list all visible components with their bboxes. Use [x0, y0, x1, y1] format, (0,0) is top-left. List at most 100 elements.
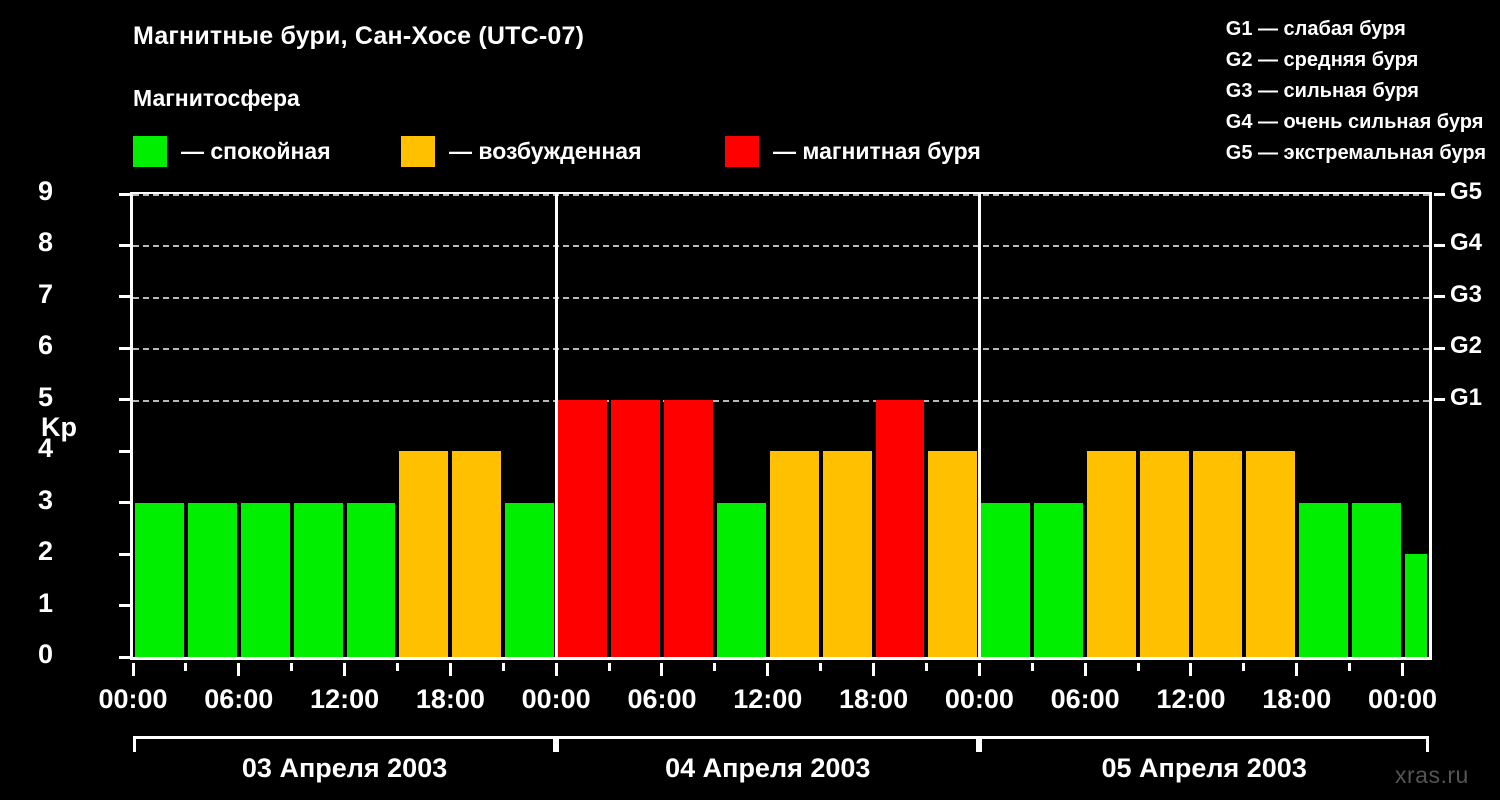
x-tick-label-11: 18:00 — [1262, 684, 1332, 714]
gridline-kp-8 — [133, 245, 1429, 248]
bar-calm-0[interactable] — [135, 502, 184, 657]
x-tick-label-12: 00:00 — [1368, 684, 1438, 714]
y-tick-8 — [119, 243, 130, 247]
x-tick-label-0: 00:00 — [98, 684, 168, 714]
x-tick-label-8: 00:00 — [944, 684, 1014, 714]
y-tick-0 — [119, 655, 130, 659]
x-tick-label-6: 12:00 — [733, 684, 803, 714]
gridline-kp-9 — [133, 194, 1429, 196]
g-scale-row-g1: G1 — слабая буря — [1225, 18, 1406, 40]
y-tick-4 — [119, 449, 130, 453]
g-tick-G3 — [1434, 295, 1445, 299]
bar-calm-7[interactable] — [505, 502, 555, 657]
day-caption-2: 04 Апреля 2003 — [665, 753, 871, 783]
day-bracket-2 — [556, 736, 980, 752]
x-tick-16 — [977, 663, 981, 676]
x-tick-14 — [872, 663, 876, 676]
y-tick-label-7: 7 — [37, 278, 53, 309]
bar-calm-11[interactable] — [716, 502, 766, 657]
bar-storm-8[interactable] — [558, 399, 608, 657]
x-tick-label-2: 12:00 — [310, 684, 380, 714]
x-tick-11 — [713, 663, 717, 671]
legend-entry-unsettled: — возбужденная — [401, 133, 642, 169]
y-tick-3 — [119, 501, 130, 505]
bar-calm-23[interactable] — [1351, 502, 1401, 657]
day-bracket-3 — [979, 736, 1429, 752]
x-tick-label-3: 18:00 — [415, 684, 485, 714]
x-tick-17 — [1030, 663, 1034, 671]
y-tick-label-8: 8 — [37, 227, 53, 258]
legend-entry-storm: — магнитная буря — [725, 133, 981, 169]
y-tick-label-4: 4 — [37, 433, 53, 464]
plot-area — [133, 194, 1429, 657]
g-scale-row-g2: G2 — средняя буря — [1225, 49, 1419, 71]
x-tick-20 — [1189, 663, 1193, 676]
y-tick-label-2: 2 — [37, 536, 53, 567]
bar-unsettled-21[interactable] — [1245, 451, 1295, 657]
x-tick-13 — [819, 663, 823, 671]
y-tick-7 — [119, 295, 130, 299]
y-tick-label-1: 1 — [37, 587, 53, 618]
y-tick-9 — [119, 192, 130, 196]
bar-calm-17[interactable] — [1034, 502, 1084, 657]
bar-unsettled-20[interactable] — [1192, 451, 1242, 657]
bar-storm-10[interactable] — [663, 399, 713, 657]
x-tick-label-1: 06:00 — [204, 684, 274, 714]
bar-calm-16[interactable] — [981, 502, 1031, 657]
x-tick-9 — [607, 663, 611, 671]
bar-storm-9[interactable] — [611, 399, 660, 657]
g-tick-G5 — [1434, 192, 1445, 196]
x-tick-7 — [501, 663, 505, 671]
x-tick-label-4: 00:00 — [521, 684, 591, 714]
g-axis-label-G1: G1 — [1450, 383, 1483, 411]
y-tick-5 — [119, 398, 130, 402]
legend-entry-calm: — спокойная — [133, 133, 331, 169]
g-axis-label-G5: G5 — [1450, 178, 1483, 205]
bar-unsettled-18[interactable] — [1087, 451, 1137, 657]
bar-storm-14[interactable] — [875, 399, 925, 657]
x-tick-19 — [1136, 663, 1140, 671]
g-scale-legend: G1 — слабая буря G2 — средняя буря G3 — … — [1226, 14, 1486, 169]
bar-unsettled-5[interactable] — [399, 451, 449, 657]
day-separator-1 — [554, 194, 558, 657]
bar-calm-24[interactable] — [1404, 554, 1427, 657]
y-tick-label-5: 5 — [37, 381, 53, 412]
bar-calm-1[interactable] — [187, 502, 237, 657]
gridline-kp-7 — [133, 296, 1429, 299]
g-scale-row-g5: G5 — экстремальная буря — [1225, 142, 1486, 164]
day-caption-1: 03 Апреля 2003 — [241, 753, 448, 783]
legend-label-storm: — магнитная буря — [773, 137, 981, 164]
bar-unsettled-12[interactable] — [769, 451, 819, 657]
watermark: xras.ru — [1395, 762, 1469, 788]
legend-swatch-unsettled — [401, 135, 435, 167]
g-tick-G2 — [1434, 346, 1445, 350]
x-tick-5 — [395, 663, 399, 671]
x-tick-18 — [1083, 663, 1087, 676]
bar-calm-22[interactable] — [1298, 502, 1348, 657]
y-tick-6 — [119, 346, 130, 350]
g-scale-row-g4: G4 — очень сильная буря — [1225, 111, 1484, 133]
y-axis-title: Kp — [41, 412, 77, 442]
bar-calm-2[interactable] — [240, 502, 290, 657]
x-tick-label-7: 18:00 — [839, 684, 909, 714]
gridline-kp-5 — [133, 399, 1429, 402]
legend-label-calm: — спокойная — [181, 137, 331, 164]
g-tick-G1 — [1434, 398, 1445, 402]
g-scale-row-g3: G3 — сильная буря — [1225, 80, 1419, 102]
legend-swatch-storm — [725, 135, 759, 167]
x-tick-1 — [184, 663, 188, 671]
bar-unsettled-13[interactable] — [822, 451, 872, 657]
y-tick-label-9: 9 — [37, 176, 53, 206]
legend-label-unsettled: — возбужденная — [449, 137, 642, 164]
x-tick-23 — [1348, 663, 1352, 671]
x-tick-0 — [131, 663, 135, 676]
bar-unsettled-6[interactable] — [452, 451, 502, 657]
x-tick-15 — [924, 663, 928, 671]
y-tick-2 — [119, 552, 130, 556]
bar-calm-4[interactable] — [346, 502, 396, 657]
bar-unsettled-15[interactable] — [928, 451, 978, 657]
bar-unsettled-19[interactable] — [1140, 451, 1189, 657]
x-tick-8 — [554, 663, 558, 676]
y-tick-1 — [119, 604, 130, 608]
bar-calm-3[interactable] — [293, 502, 343, 657]
